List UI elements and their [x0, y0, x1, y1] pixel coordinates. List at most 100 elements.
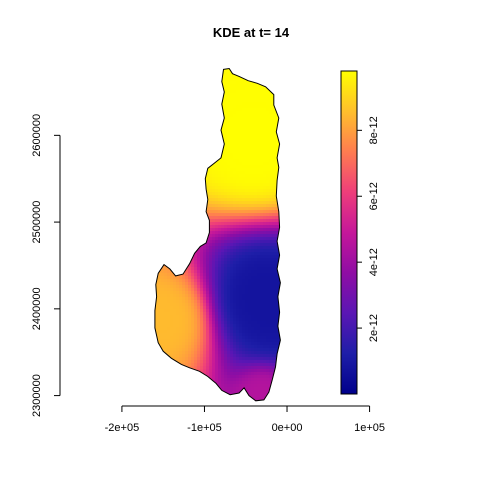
density-cell [167, 378, 171, 382]
density-cell [179, 366, 183, 370]
density-cell [272, 387, 276, 391]
density-cell [200, 126, 204, 130]
density-cell [215, 111, 219, 115]
density-cell [158, 84, 162, 88]
density-cell [185, 198, 189, 202]
density-cell [191, 219, 195, 223]
density-cell [191, 162, 195, 166]
density-cell [161, 72, 165, 76]
density-cell [179, 261, 183, 265]
density-cell [281, 396, 285, 400]
density-cell [245, 402, 249, 406]
density-cell [182, 231, 186, 235]
density-cell [173, 150, 177, 154]
density-cell [152, 333, 156, 337]
density-cell [278, 369, 282, 373]
density-cell [212, 150, 216, 154]
density-cell [158, 381, 162, 385]
density-cell [155, 69, 159, 73]
density-cell [161, 132, 165, 136]
density-cell [215, 93, 219, 97]
density-cell [212, 126, 216, 130]
density-cell [155, 213, 159, 217]
density-cell [185, 126, 189, 130]
density-cell [173, 72, 177, 76]
density-cell [182, 384, 186, 388]
density-cell [170, 225, 174, 229]
density-cell [167, 261, 171, 265]
density-cell [164, 96, 168, 100]
density-cell [206, 129, 210, 133]
density-cell [182, 90, 186, 94]
density-cell [152, 108, 156, 112]
density-cell [185, 177, 189, 181]
density-cell [191, 87, 195, 91]
density-cell [197, 87, 201, 91]
density-cell [152, 159, 156, 163]
density-cell [182, 234, 186, 238]
density-cell [191, 204, 195, 208]
density-cell [173, 159, 177, 163]
density-cell [155, 156, 159, 160]
density-cell [194, 396, 198, 400]
density-cell [161, 390, 165, 394]
density-cell [167, 192, 171, 196]
density-cell [158, 216, 162, 220]
density-cell [191, 126, 195, 130]
density-cell [185, 69, 189, 73]
density-cell [281, 357, 285, 361]
density-cell [176, 126, 180, 130]
density-cell [173, 123, 177, 127]
density-cell [203, 120, 207, 124]
density-cell [281, 303, 285, 307]
density-cell [158, 375, 162, 379]
density-cell [197, 183, 201, 187]
density-cell [218, 117, 222, 121]
density-cell [170, 180, 174, 184]
density-cell [173, 231, 177, 235]
density-cell [155, 117, 159, 121]
density-cell [158, 387, 162, 391]
density-cell [275, 393, 279, 397]
density-cell [173, 369, 177, 373]
density-cell [212, 87, 216, 91]
density-cell [209, 150, 213, 154]
density-cell [194, 243, 198, 247]
density-cell [167, 240, 171, 244]
density-cell [167, 132, 171, 136]
density-cell [212, 402, 216, 406]
density-cell [164, 384, 168, 388]
density-cell [185, 111, 189, 115]
density-cell [278, 123, 282, 127]
density-cell [194, 399, 198, 403]
density-cell [179, 270, 183, 274]
density-cell [215, 78, 219, 82]
density-cell [266, 81, 270, 85]
density-cell [152, 219, 156, 223]
density-cell [167, 147, 171, 151]
density-cell [161, 114, 165, 118]
density-cell [161, 387, 165, 391]
density-cell [188, 96, 192, 100]
density-cell [182, 87, 186, 91]
density-cell [179, 78, 183, 82]
density-cell [176, 207, 180, 211]
density-cell [194, 96, 198, 100]
density-cell [197, 228, 201, 232]
density-cell [191, 165, 195, 169]
density-cell [218, 120, 222, 124]
density-cell [281, 81, 285, 85]
density-cell [281, 246, 285, 250]
density-cell [212, 108, 216, 112]
density-cell [170, 66, 174, 70]
density-cell [218, 96, 222, 100]
density-cell [161, 141, 165, 145]
density-cell [161, 96, 165, 100]
density-cell [170, 141, 174, 145]
density-cell [191, 105, 195, 109]
density-cell [281, 237, 285, 241]
density-cell [182, 186, 186, 190]
density-cell [269, 72, 273, 76]
density-cell [197, 378, 201, 382]
density-cell [263, 402, 267, 406]
